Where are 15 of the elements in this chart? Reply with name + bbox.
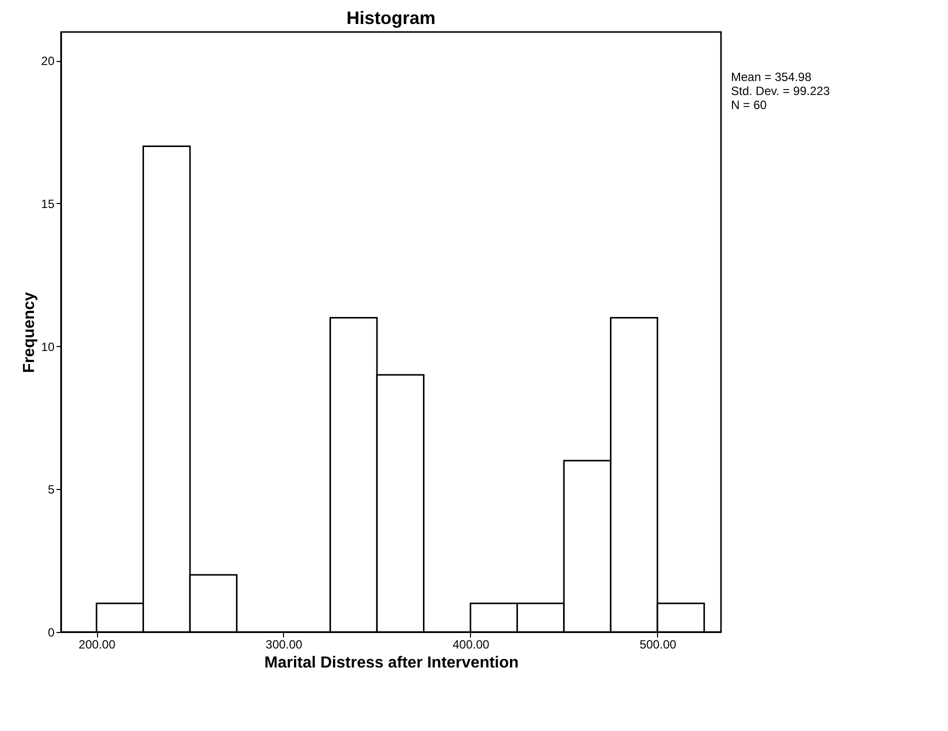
- x-tick-label: 200.00: [78, 638, 116, 652]
- text: Std. Dev. = 99.223: [731, 84, 830, 98]
- y-tick-label: 20: [41, 54, 55, 68]
- y-axis-title: Frequency: [21, 292, 38, 373]
- text: N = 60: [731, 98, 768, 112]
- y-tick-label: 10: [41, 340, 55, 354]
- y-tick-label: 0: [48, 626, 55, 640]
- chart-title: Histogram: [346, 8, 436, 28]
- y-tick-label: 15: [41, 196, 55, 211]
- text: Mean = 354.98: [731, 70, 812, 84]
- x-tick-label: 400.00: [452, 638, 490, 652]
- x-tick-label: 300.00: [266, 638, 303, 652]
- y-tick-label: 5: [48, 482, 55, 497]
- x-axis-title: Marital Distress after Intervention: [264, 654, 519, 672]
- x-tick-label: 500.00: [640, 638, 677, 652]
